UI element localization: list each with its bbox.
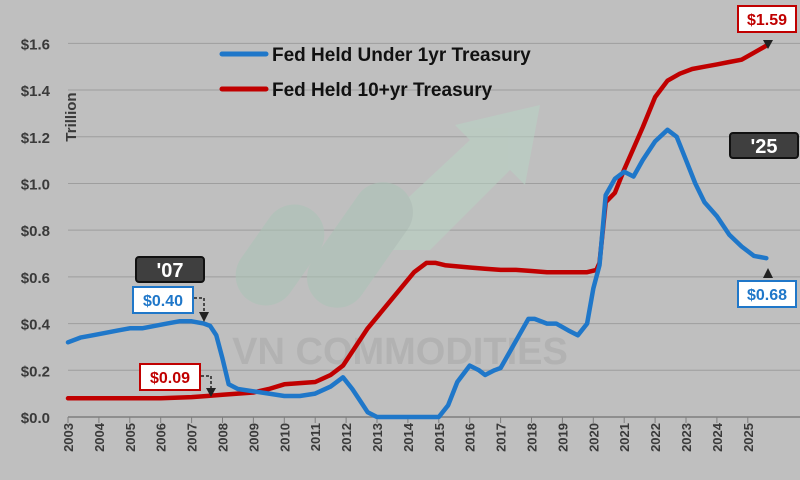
- year-2007-label: '07: [156, 260, 183, 282]
- x-tick-label: 2011: [308, 423, 323, 451]
- x-tick-label: 2015: [432, 423, 447, 452]
- callout-long-2025-box: [737, 5, 797, 33]
- x-tick-label: 2023: [679, 423, 694, 452]
- series-line-under-1yr: [65, 127, 769, 420]
- x-tick-label: 2008: [216, 423, 231, 452]
- annotation-year-2007: '07: [135, 256, 205, 283]
- x-tick-label: 2004: [92, 422, 107, 452]
- x-tick-label: 2017: [494, 423, 509, 452]
- callout-long-2007-box: [139, 363, 201, 391]
- callout-long-2007-value: $0.09: [150, 370, 190, 387]
- x-tick-label: 2020: [586, 423, 601, 452]
- callout-short-2007-box: [132, 286, 194, 314]
- y-tick-label: $1.6: [21, 36, 50, 53]
- callout-short-2025-box: [737, 280, 797, 308]
- y-tick-label: $0.4: [21, 317, 51, 334]
- legend-label-short: Fed Held Under 1yr Treasury: [272, 45, 531, 66]
- callout-short-2025-arrowhead: [763, 268, 773, 278]
- y-tick-label: $0.0: [21, 410, 50, 427]
- y-axis-label: Trillion: [63, 92, 80, 141]
- y-tick-label: $1.0: [21, 176, 50, 193]
- x-tick-label: 2016: [463, 423, 478, 452]
- x-tick-label: 2021: [617, 423, 632, 452]
- x-tick-label: 2007: [185, 423, 200, 452]
- y-tick-label: $1.2: [21, 130, 50, 147]
- x-tick-label: 2014: [401, 422, 416, 452]
- watermark-bar-2: [307, 182, 413, 308]
- x-tick-label: 2013: [370, 423, 385, 452]
- x-tick-label: 2024: [710, 422, 725, 452]
- y-tick-label: $0.2: [21, 363, 50, 380]
- x-tick-label: 2009: [246, 423, 261, 452]
- x-tick-label: 2022: [648, 423, 663, 452]
- callout-long-2007: $0.09: [139, 363, 216, 397]
- x-axis-ticks: 2003 2004 2005 2006 2007 2008 2009 2010 2011 2012…: [61, 417, 756, 452]
- legend: Fed Held Under 1yr Treasury Fed Held 10+…: [219, 45, 531, 101]
- annotation-year-2025: '25: [729, 132, 799, 159]
- y-tick-label: $0.8: [21, 223, 50, 240]
- x-tick-label: 2012: [339, 423, 354, 452]
- callout-long-2007-arrow: [201, 375, 212, 388]
- x-tick-label: 2019: [555, 423, 570, 452]
- callout-short-2007-value: $0.40: [143, 293, 183, 310]
- y-tick-label: $1.4: [21, 83, 51, 100]
- callout-short-2007-arrowhead: [199, 312, 209, 322]
- callout-short-2007-arrow: [194, 297, 205, 312]
- x-tick-label: 2025: [741, 423, 756, 452]
- watermark: VN COMMODITIES: [232, 105, 568, 373]
- callout-short-2025: $0.68: [737, 268, 797, 308]
- x-tick-label: 2006: [154, 423, 169, 452]
- callout-short-2007: $0.40: [132, 286, 209, 322]
- y-tick-label: $0.6: [21, 270, 50, 287]
- callout-long-2025: $1.59: [737, 5, 797, 49]
- callout-long-2025-arrowhead: [763, 40, 773, 49]
- year-2007-box: [135, 256, 205, 283]
- callout-long-2007-arrowhead: [206, 388, 216, 397]
- year-2025-box: [729, 132, 799, 159]
- year-2025-label: '25: [750, 136, 777, 158]
- callout-long-2025-value: $1.59: [747, 12, 787, 29]
- callout-short-2025-value: $0.68: [747, 287, 787, 304]
- x-tick-label: 2010: [277, 423, 292, 452]
- legend-label-long: Fed Held 10+yr Treasury: [272, 80, 493, 101]
- x-tick-label: 2005: [123, 423, 138, 452]
- y-axis-ticks: $0.0 $0.2 $0.4 $0.6 $0.8 $1.0 $1.2 $1.4 $1.6: [21, 36, 51, 427]
- x-tick-label: 2003: [61, 423, 76, 452]
- watermark-bar-1: [235, 204, 325, 306]
- series-lines: [65, 43, 769, 420]
- x-tick-label: 2018: [525, 423, 540, 452]
